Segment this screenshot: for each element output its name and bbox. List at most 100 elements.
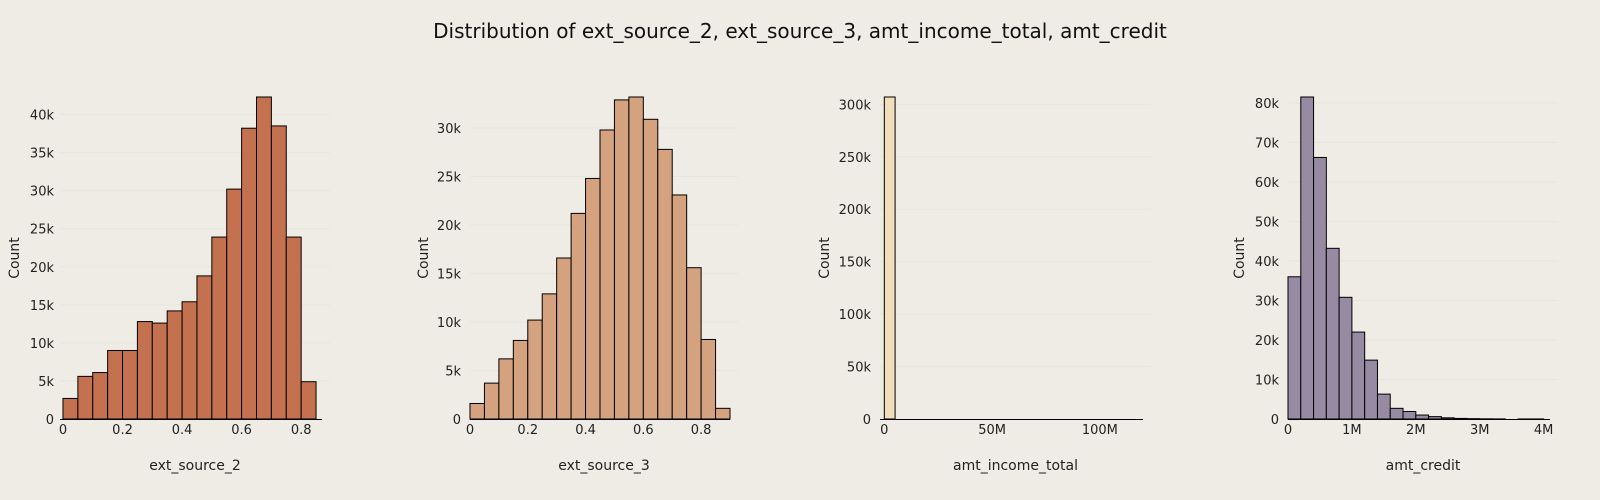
- x-axis-label: amt_income_total: [953, 458, 1078, 474]
- y-tick-label: 40k: [30, 109, 55, 124]
- y-tick-label: 250k: [839, 151, 872, 166]
- y-tick-label: 20k: [30, 261, 55, 276]
- y-tick-label: 50k: [1255, 215, 1280, 230]
- y-tick-label: 60k: [1255, 176, 1280, 191]
- histogram-bar: [1338, 296, 1353, 420]
- histogram-bar: [1351, 331, 1366, 420]
- panel-ext_source_2: 0 5k 10k 15k 20k 25k 30k 35k 40k 0 0.2 0.4 0.6 0.8 ext…: [7, 96, 330, 474]
- histogram-bar: [270, 125, 287, 420]
- y-tick-label: 35k: [30, 147, 55, 162]
- panel-amt_income_total: 0 50k 100k 150k 200k 250k 300k 0 50M 100M amt_inco…: [817, 96, 1151, 474]
- y-tick-label: 10k: [437, 316, 462, 331]
- panel-ext_source_3: 0 5k 10k 15k 20k 25k 30k 0 0.2 0.4 0.6 0.8 ext_sourc…: [416, 96, 738, 474]
- x-tick-label: 0: [59, 423, 67, 438]
- y-tick-label: 40k: [1255, 255, 1280, 270]
- histogram-bar: [211, 236, 228, 420]
- histogram-bar: [570, 212, 587, 420]
- histogram-bar: [469, 402, 485, 420]
- histogram-bar: [181, 301, 198, 420]
- histogram-bar: [1287, 276, 1302, 420]
- y-tick-label: 20k: [1255, 334, 1280, 349]
- y-tick-label: 30k: [30, 185, 55, 200]
- histogram-bar: [1313, 156, 1327, 420]
- histogram-bar: [700, 338, 717, 420]
- histogram-bar: [1389, 407, 1404, 420]
- y-tick-label: 15k: [30, 299, 55, 314]
- x-tick-label: 0.2: [517, 423, 538, 438]
- panel-amt_credit: 0 10k 20k 30k 40k 50k 60k 70k 80k 0 1M 2M 3M 4M amt_cr…: [1232, 96, 1558, 474]
- histogram-bar: [196, 275, 213, 420]
- x-axis-label: amt_credit: [1386, 458, 1461, 474]
- y-tick-label: 0: [453, 413, 461, 428]
- histogram-bar: [1364, 359, 1378, 420]
- x-tick-label: 0.8: [291, 423, 312, 438]
- y-tick-label: 70k: [1255, 136, 1280, 151]
- y-tick-label: 5k: [445, 365, 461, 380]
- x-tick-label: 0.6: [633, 423, 654, 438]
- y-axis-label: Count: [7, 237, 23, 279]
- histogram-bar: [527, 319, 543, 420]
- x-tick-label: 100M: [1082, 423, 1118, 438]
- y-tick-label: 150k: [839, 256, 872, 271]
- chart-title: Distribution of ext_source_2, ext_source…: [433, 19, 1167, 43]
- y-axis-label: Count: [1232, 237, 1248, 279]
- histogram-bar: [498, 358, 514, 420]
- histogram-bar: [1402, 410, 1417, 420]
- x-tick-label: 1M: [1342, 423, 1362, 438]
- y-tick-label: 5k: [38, 375, 54, 390]
- y-tick-label: 50k: [847, 361, 872, 376]
- histogram-bar: [599, 129, 615, 420]
- y-tick-label: 30k: [437, 122, 462, 137]
- histogram-bar: [1453, 417, 1468, 420]
- x-tick-label: 0.6: [231, 423, 252, 438]
- histogram-bar: [628, 96, 644, 420]
- x-tick-label: 50M: [978, 423, 1006, 438]
- histogram-bar: [1300, 96, 1315, 420]
- histogram-bar: [300, 381, 317, 420]
- y-tick-label: 10k: [30, 337, 55, 352]
- histogram-bar: [107, 349, 124, 420]
- histogram-bar: [1415, 414, 1430, 420]
- x-tick-label: 3M: [1470, 423, 1490, 438]
- y-axis-label: Count: [817, 237, 833, 279]
- y-tick-label: 80k: [1255, 97, 1280, 112]
- y-tick-label: 10k: [1255, 373, 1280, 388]
- histogram-bar: [556, 257, 572, 420]
- histogram-bar: [1440, 417, 1455, 420]
- histogram-bar: [1325, 247, 1340, 420]
- histogram-bar: [585, 177, 601, 420]
- x-tick-label: 2M: [1406, 423, 1426, 438]
- histogram-bar: [512, 339, 529, 420]
- histogram-bar: [136, 321, 153, 420]
- histogram-bar: [613, 99, 630, 420]
- y-tick-label: 0: [46, 413, 54, 428]
- histogram-bar: [92, 372, 109, 420]
- x-tick-label: 4M: [1534, 423, 1554, 438]
- x-axis-label: ext_source_2: [149, 458, 241, 474]
- histogram-bar: [642, 118, 659, 420]
- histogram-bar: [256, 96, 272, 420]
- x-tick-label: 0.4: [575, 423, 596, 438]
- y-tick-label: 20k: [437, 219, 462, 234]
- y-tick-label: 25k: [30, 223, 55, 238]
- x-tick-label: 0: [1284, 423, 1292, 438]
- histogram-bar: [1428, 416, 1442, 420]
- histogram-bar: [657, 148, 673, 420]
- histogram-bar: [285, 236, 302, 420]
- histogram-bar: [715, 407, 731, 420]
- x-tick-label: 0.2: [112, 423, 133, 438]
- histogram-bar: [62, 397, 79, 420]
- y-tick-label: 15k: [437, 268, 462, 283]
- histogram-bar: [483, 382, 500, 420]
- x-tick-label: 0.8: [691, 423, 712, 438]
- histogram-bar: [122, 349, 138, 420]
- y-tick-label: 30k: [1255, 294, 1280, 309]
- x-tick-label: 0.4: [172, 423, 193, 438]
- histogram-bar: [541, 293, 558, 420]
- x-axis-label: ext_source_3: [558, 458, 650, 474]
- y-tick-label: 200k: [839, 203, 872, 218]
- x-tick-label: 0: [880, 423, 888, 438]
- histogram-bar: [883, 96, 896, 420]
